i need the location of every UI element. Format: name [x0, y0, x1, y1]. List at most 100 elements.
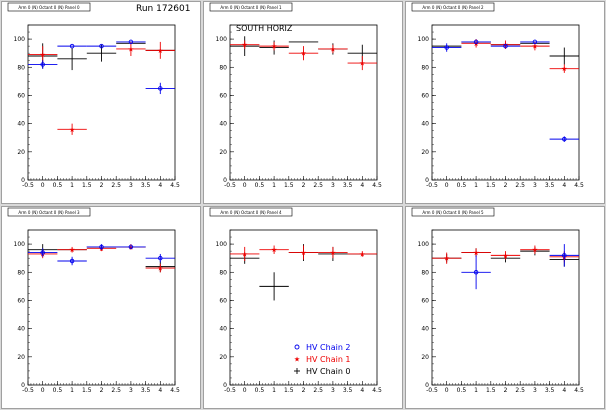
- x-tick-label: 2.5: [111, 182, 121, 189]
- x-tick-label: 0: [243, 182, 247, 189]
- x-tick-label: -0.5: [426, 387, 438, 394]
- y-tick-label: 100: [14, 241, 26, 248]
- panel-title: Arm 0 (N) Octant 0 (N) Panel 3: [18, 210, 80, 215]
- marker-circle: [69, 43, 75, 49]
- legend-label: HV Chain 1: [306, 355, 351, 364]
- x-tick-label: 1.5: [284, 182, 294, 189]
- y-tick-label: 0: [425, 177, 429, 184]
- x-tick-label: 3: [129, 387, 133, 394]
- marker-circle: [40, 250, 45, 255]
- marker-star: ★: [271, 43, 277, 51]
- y-tick-label: 60: [219, 297, 227, 304]
- marker-star: ★: [242, 250, 248, 258]
- panel-title-box: [7, 2, 91, 12]
- x-tick-label: 0.5: [53, 387, 63, 394]
- y-tick-label: 40: [17, 326, 25, 333]
- x-tick-label: 2.5: [313, 387, 323, 394]
- data-point: [549, 47, 579, 65]
- x-tick-label: 1.5: [486, 182, 496, 189]
- data-point: ★: [288, 46, 319, 61]
- x-tick-label: 3.5: [141, 182, 151, 189]
- marker-star: ★: [40, 51, 46, 59]
- data-point: ★: [230, 246, 260, 261]
- marker-circle: [128, 39, 134, 45]
- marker-star: ★: [69, 246, 75, 254]
- y-tick-label: 40: [219, 326, 227, 333]
- data-point: [57, 256, 87, 266]
- x-tick-label: 4.5: [170, 182, 180, 189]
- x-tick-label: 3: [331, 182, 335, 189]
- y-tick-label: 80: [17, 269, 25, 276]
- x-tick-label: 1.5: [82, 387, 92, 394]
- x-tick-label: 4: [158, 387, 162, 394]
- y-tick-label: 100: [14, 36, 26, 43]
- x-tick-label: 2.5: [515, 387, 525, 394]
- marker-star: ★: [157, 47, 163, 55]
- y-tick-label: 100: [418, 241, 430, 248]
- marker-star: ★: [157, 265, 163, 273]
- marker-star: ★: [444, 255, 450, 263]
- x-tick-label: 0.5: [53, 182, 63, 189]
- x-tick-label: 0: [41, 182, 45, 189]
- y-tick-label: 40: [17, 121, 25, 128]
- data-point: [145, 82, 175, 95]
- data-point: [520, 39, 550, 45]
- panel-frame: [1, 1, 201, 204]
- marker-circle: [444, 45, 449, 50]
- x-tick-label: 1: [272, 387, 276, 394]
- marker-circle: [158, 255, 163, 261]
- panel-title-box: [209, 207, 293, 217]
- marker-circle: [99, 244, 104, 250]
- data-point: [116, 244, 146, 250]
- data-point: ★: [347, 56, 377, 71]
- x-tick-label: 0: [445, 182, 449, 189]
- x-tick-label: 4: [360, 182, 364, 189]
- data-point: [549, 244, 579, 267]
- x-tick-label: 3.5: [545, 182, 555, 189]
- data-point: [490, 43, 521, 49]
- panel-title-box: [209, 2, 293, 12]
- y-tick-label: 80: [219, 64, 227, 71]
- y-tick-label: 20: [17, 149, 25, 156]
- y-tick-label: 40: [421, 326, 429, 333]
- y-tick-label: 20: [421, 149, 429, 156]
- x-tick-label: -0.5: [22, 182, 34, 189]
- marker-star: ★: [330, 45, 336, 53]
- y-tick-label: 60: [17, 92, 25, 99]
- y-tick-label: 100: [216, 36, 228, 43]
- panel-title: Arm 0 (N) Octant 0 (N) Panel 4: [220, 210, 282, 215]
- x-tick-label: 4.5: [574, 182, 584, 189]
- y-tick-label: 80: [421, 269, 429, 276]
- marker-star: ★: [532, 43, 538, 51]
- data-point: [549, 136, 579, 142]
- marker-star: ★: [330, 249, 336, 257]
- data-point: [28, 60, 58, 69]
- marker-star: ★: [359, 250, 365, 258]
- marker-circle: [562, 253, 567, 258]
- marker-circle: [99, 43, 104, 49]
- y-tick-label: 0: [21, 177, 25, 184]
- panel-title-box: [411, 2, 495, 12]
- x-tick-label: 1: [272, 182, 276, 189]
- marker-star: ★: [532, 246, 538, 254]
- x-tick-label: 1: [474, 182, 478, 189]
- data-point: [461, 255, 491, 290]
- x-tick-label: 1.5: [284, 387, 294, 394]
- data-point: [86, 43, 117, 49]
- y-tick-label: 0: [223, 382, 227, 389]
- x-tick-label: -0.5: [22, 387, 34, 394]
- y-tick-label: 0: [223, 177, 227, 184]
- south-horiz-label: SOUTH HORIZ: [236, 24, 293, 33]
- marker-star: ★: [359, 60, 365, 68]
- marker-star: ★: [473, 249, 479, 257]
- data-point: ★: [145, 263, 175, 273]
- x-tick-label: 3.5: [141, 387, 151, 394]
- x-tick-label: 3.5: [343, 387, 353, 394]
- data-point: [145, 253, 175, 263]
- y-tick-label: 80: [219, 269, 227, 276]
- panel-frame: [405, 206, 605, 409]
- data-point: ★: [116, 41, 146, 56]
- legend-marker-circle: [294, 344, 300, 350]
- data-point: ★: [288, 245, 319, 260]
- marker-star: ★: [271, 246, 277, 254]
